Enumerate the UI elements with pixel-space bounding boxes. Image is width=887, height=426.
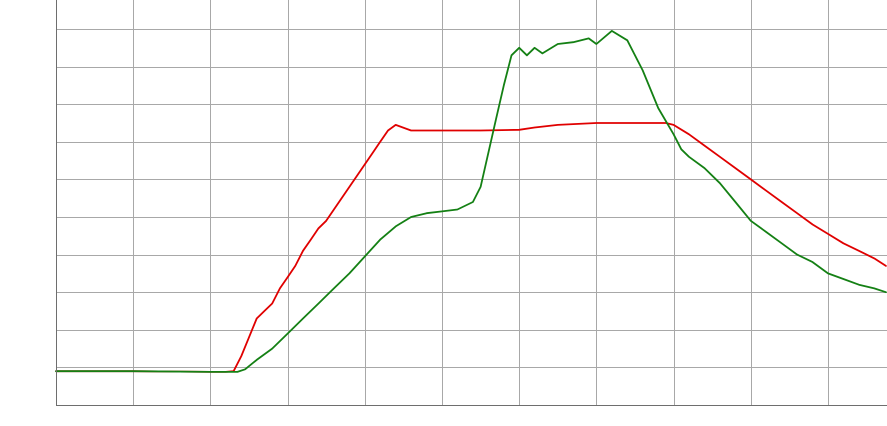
series-group — [55, 29, 887, 373]
series-line-2 — [55, 29, 887, 373]
grid — [56, 0, 887, 405]
series-line-1 — [55, 122, 887, 373]
axes — [56, 0, 887, 406]
